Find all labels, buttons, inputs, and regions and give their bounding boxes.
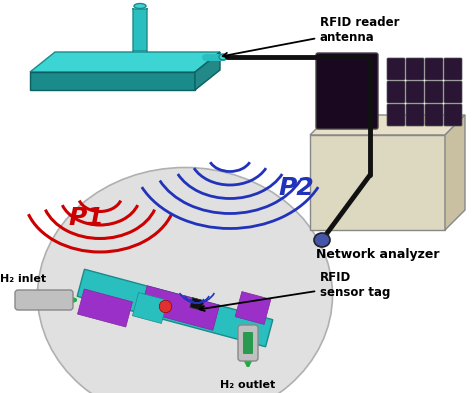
FancyBboxPatch shape <box>406 104 424 126</box>
FancyBboxPatch shape <box>444 104 462 126</box>
Text: P2: P2 <box>278 176 314 200</box>
Polygon shape <box>195 52 220 90</box>
FancyBboxPatch shape <box>406 81 424 103</box>
Ellipse shape <box>219 54 227 60</box>
Text: RFID reader
antenna: RFID reader antenna <box>223 16 400 57</box>
Polygon shape <box>310 135 445 230</box>
FancyBboxPatch shape <box>425 58 443 80</box>
Polygon shape <box>140 286 219 330</box>
FancyBboxPatch shape <box>406 58 424 80</box>
Polygon shape <box>30 52 220 72</box>
Polygon shape <box>30 72 195 90</box>
Polygon shape <box>77 289 133 327</box>
Ellipse shape <box>314 233 330 247</box>
Polygon shape <box>77 269 273 347</box>
FancyBboxPatch shape <box>238 325 258 361</box>
FancyBboxPatch shape <box>444 81 462 103</box>
Text: H₂ inlet: H₂ inlet <box>0 274 46 284</box>
FancyBboxPatch shape <box>444 58 462 80</box>
Text: H₂ outlet: H₂ outlet <box>220 380 275 390</box>
Polygon shape <box>310 115 465 135</box>
FancyBboxPatch shape <box>316 53 378 129</box>
Polygon shape <box>190 298 204 310</box>
Polygon shape <box>235 292 271 325</box>
FancyBboxPatch shape <box>133 8 147 52</box>
Text: P1: P1 <box>68 206 104 230</box>
Text: RFID
sensor tag: RFID sensor tag <box>200 271 391 311</box>
FancyBboxPatch shape <box>243 332 253 354</box>
Ellipse shape <box>134 4 146 9</box>
FancyBboxPatch shape <box>425 104 443 126</box>
FancyBboxPatch shape <box>387 58 405 80</box>
Ellipse shape <box>37 167 332 393</box>
FancyBboxPatch shape <box>15 290 73 310</box>
Text: Network analyzer: Network analyzer <box>316 248 439 261</box>
FancyBboxPatch shape <box>425 81 443 103</box>
Polygon shape <box>132 292 168 323</box>
FancyBboxPatch shape <box>387 81 405 103</box>
Polygon shape <box>445 115 465 230</box>
FancyBboxPatch shape <box>387 104 405 126</box>
